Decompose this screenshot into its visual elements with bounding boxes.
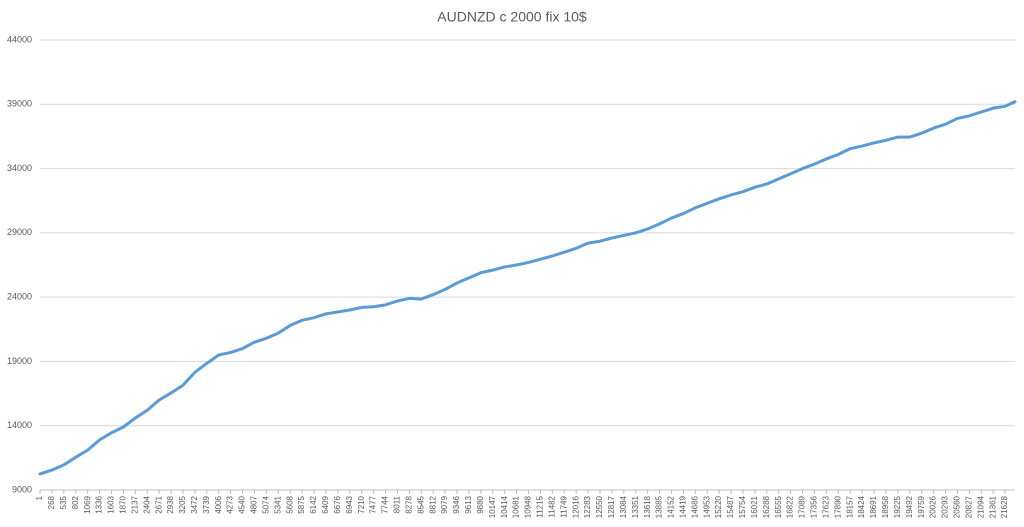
x-tick-label: 16288 [762, 495, 771, 518]
x-tick-label: 21628 [1000, 495, 1009, 518]
x-tick-label: 10681 [512, 495, 521, 518]
x-tick-label: 19759 [917, 495, 926, 518]
x-tick-label: 17890 [833, 495, 842, 518]
x-tick-label: 14686 [690, 495, 699, 518]
y-tick-label: 9000 [12, 484, 32, 494]
x-tick-label: 6409 [321, 495, 330, 513]
x-tick-label: 16555 [774, 495, 783, 518]
x-tick-label: 4807 [250, 495, 259, 513]
x-tick-label: 10414 [500, 495, 509, 518]
x-tick-label: 17356 [810, 495, 819, 518]
x-tick-label: 4006 [214, 495, 223, 513]
x-tick-label: 4273 [226, 495, 235, 513]
x-tick-label: 5341 [273, 495, 282, 513]
x-tick-label: 13885 [655, 495, 664, 518]
chart-title: AUDNZD c 2000 fix 10$ [437, 9, 587, 25]
x-tick-label: 9613 [464, 495, 473, 513]
x-tick-label: 16021 [750, 495, 759, 518]
x-tick-label: 12550 [595, 495, 604, 518]
x-tick-label: 17623 [821, 495, 830, 518]
x-tick-label: 11749 [559, 495, 568, 517]
x-tick-label: 10948 [524, 495, 533, 518]
x-tick-label: 14419 [679, 495, 688, 518]
x-tick-label: 20026 [929, 495, 938, 518]
x-tick-label: 11482 [547, 495, 556, 517]
x-tick-label: 13618 [643, 495, 652, 518]
x-tick-label: 3739 [202, 495, 211, 513]
x-tick-label: 20560 [953, 495, 962, 518]
x-tick-label: 9880 [476, 495, 485, 513]
x-tick-label: 15487 [726, 495, 735, 518]
x-tick-label: 9346 [452, 495, 461, 513]
x-tick-label: 7210 [357, 495, 366, 513]
x-tick-label: 1336 [95, 495, 104, 513]
x-tick-label: 18691 [869, 495, 878, 518]
y-tick-label: 44000 [7, 34, 32, 44]
x-tick-label: 535 [59, 495, 68, 509]
x-tick-label: 1603 [107, 495, 116, 513]
x-tick-label: 5074 [261, 495, 270, 513]
x-tick-label: 18157 [845, 495, 854, 518]
x-tick-label: 2671 [154, 495, 163, 513]
x-tick-label: 5875 [297, 495, 306, 513]
x-tick-label: 7744 [381, 495, 390, 513]
x-tick-label: 13351 [631, 495, 640, 518]
y-tick-label: 19000 [7, 356, 32, 366]
x-tick-label: 19492 [905, 495, 914, 518]
x-tick-label: 20827 [964, 495, 973, 518]
x-tick-label: 15220 [714, 495, 723, 518]
x-tick-label: 8278 [404, 495, 413, 513]
x-tick-label: 15754 [738, 495, 747, 518]
x-tick-label: 18424 [857, 495, 866, 518]
x-tick-label: 1 [35, 495, 44, 500]
y-tick-label: 14000 [7, 420, 32, 430]
x-tick-label: 268 [47, 495, 56, 509]
x-tick-label: 3472 [190, 495, 199, 513]
x-tick-label: 9079 [440, 495, 449, 513]
x-tick-label: 10147 [488, 495, 497, 518]
x-tick-label: 14953 [702, 495, 711, 518]
x-tick-label: 2404 [142, 495, 151, 513]
line [38, 100, 1017, 476]
x-tick-label: 12016 [571, 495, 580, 518]
y-tick-label: 24000 [7, 292, 32, 302]
x-tick-label: 19225 [893, 495, 902, 518]
x-tick-label: 14152 [667, 495, 676, 518]
x-tick-label: 11215 [536, 495, 545, 517]
x-tick-label: 2137 [130, 495, 139, 513]
x-tick-label: 12283 [583, 495, 592, 518]
x-tick-label: 1069 [83, 495, 92, 513]
y-tick-label: 39000 [7, 99, 32, 109]
x-tick-label: 2938 [166, 495, 175, 513]
x-tick-label: 4540 [238, 495, 247, 513]
x-tick-label: 3205 [178, 495, 187, 513]
y-tick-label: 34000 [7, 163, 32, 173]
x-tick-label: 1870 [119, 495, 128, 513]
x-tick-label: 18958 [881, 495, 890, 518]
x-tick-label: 12817 [607, 495, 616, 518]
x-tick-label: 8011 [393, 495, 402, 513]
x-tick-label: 802 [71, 495, 80, 509]
x-tick-label: 6142 [309, 495, 318, 513]
x-tick-label: 16822 [786, 495, 795, 518]
x-tick-label: 6943 [345, 495, 354, 513]
x-tick-label: 5608 [285, 495, 294, 513]
x-tick-label: 21361 [988, 495, 997, 518]
x-tick-label: 7477 [369, 495, 378, 513]
x-tick-label: 6676 [333, 495, 342, 513]
x-tick-label: 8812 [428, 495, 437, 513]
x-tick-label: 21094 [976, 495, 985, 518]
x-tick-label: 8545 [416, 495, 425, 513]
x-tick-label: 13084 [619, 495, 628, 518]
x-tick-label: 20293 [941, 495, 950, 518]
x-tick-label: 17089 [798, 495, 807, 518]
y-tick-label: 29000 [7, 227, 32, 237]
